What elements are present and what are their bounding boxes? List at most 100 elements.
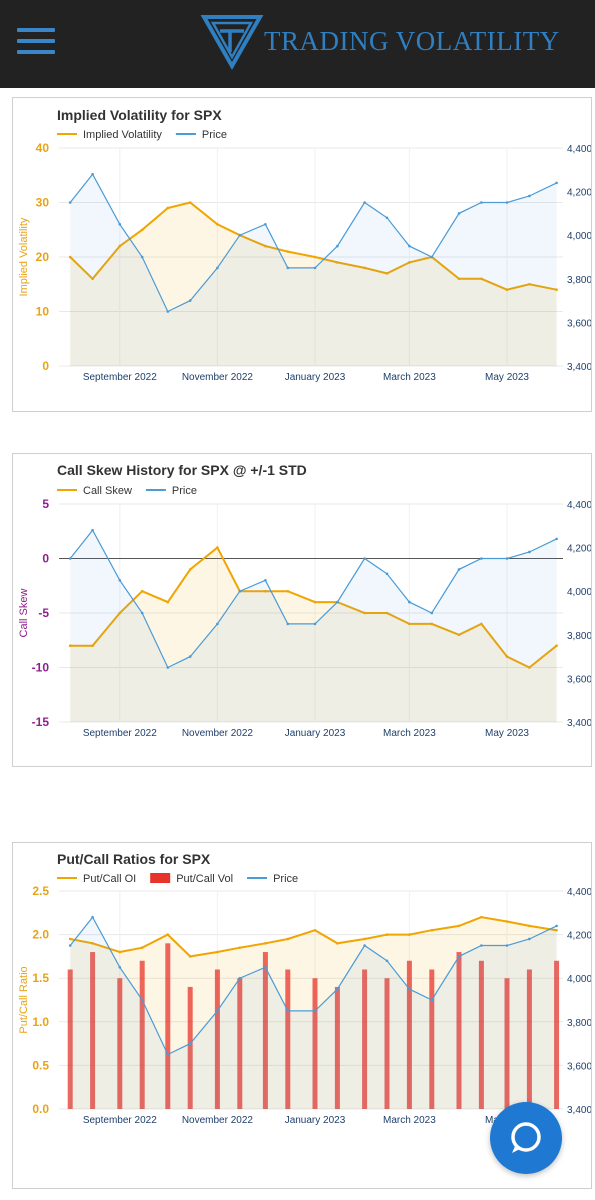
x-tick-label: March 2023 [383, 372, 436, 383]
x-tick-label: January 2023 [285, 728, 346, 739]
bar-put-call-vol [262, 952, 268, 1109]
data-point [457, 955, 461, 958]
hamburger-menu-icon[interactable] [17, 28, 55, 54]
y2-tick-label: 4,200 [567, 188, 591, 199]
bar-put-call-vol [285, 969, 291, 1109]
data-point [91, 644, 94, 647]
data-point [408, 261, 411, 264]
data-point [91, 528, 94, 532]
bar-put-call-vol [214, 969, 220, 1109]
x-tick-label: May 2023 [485, 372, 529, 383]
data-point [480, 915, 483, 919]
x-tick-label: March 2023 [383, 1115, 436, 1126]
data-point [188, 201, 192, 204]
brand-name[interactable]: TRADING VOLATILITY [264, 26, 560, 56]
data-point [140, 998, 144, 1002]
data-point [555, 288, 558, 291]
y-tick-label: 0.0 [32, 1102, 49, 1116]
data-point [286, 589, 290, 593]
y2-tick-label: 3,800 [567, 1018, 591, 1029]
y-tick-label: 0 [42, 359, 49, 373]
chart-title: Call Skew History for SPX @ +/-1 STD [57, 462, 307, 478]
y2-tick-label: 3,600 [567, 1061, 591, 1072]
data-point [216, 950, 219, 954]
data-point [528, 194, 531, 198]
data-point [528, 924, 531, 928]
data-point [188, 655, 192, 658]
data-point [238, 589, 242, 593]
data-point [555, 644, 558, 647]
data-point [188, 1042, 192, 1045]
data-point [408, 987, 411, 991]
data-point [216, 223, 219, 226]
data-point [216, 266, 219, 270]
y2-tick-label: 3,600 [567, 674, 591, 685]
data-point [216, 546, 219, 549]
y-tick-label: 0.5 [32, 1058, 49, 1072]
y-tick-label: 10 [36, 305, 50, 319]
data-point [140, 228, 144, 232]
series-area [70, 530, 557, 722]
data-point [457, 924, 461, 928]
data-point [336, 987, 339, 991]
data-point [118, 966, 122, 969]
bar-put-call-vol [90, 952, 96, 1109]
series-area [70, 547, 557, 722]
y-tick-label: 1.0 [32, 1015, 49, 1029]
data-point [336, 942, 339, 945]
y-axis-label: Put/Call Ratio [18, 966, 30, 1033]
y2-tick-label: 4,400 [567, 144, 591, 155]
data-point [166, 206, 170, 210]
data-point [286, 1009, 290, 1013]
data-point [91, 915, 94, 919]
data-point [336, 600, 339, 604]
legend-item: Call Skew [83, 485, 132, 497]
chat-button[interactable] [490, 1102, 562, 1174]
bar-put-call-vol [237, 978, 243, 1109]
data-point [408, 622, 411, 626]
bar-put-call-vol [384, 978, 390, 1109]
top-navigation-bar: TRADING VOLATILITY [0, 0, 595, 88]
y2-tick-label: 4,000 [567, 587, 591, 598]
data-point [336, 261, 339, 264]
y-tick-label: -15 [32, 715, 50, 729]
x-tick-label: September 2022 [83, 1115, 157, 1126]
series-area [70, 917, 557, 1109]
legend-item: Implied Volatility [83, 129, 162, 141]
bar-put-call-vol [478, 960, 484, 1109]
data-point [480, 622, 483, 626]
x-tick-label: November 2022 [182, 728, 254, 739]
data-point [118, 244, 122, 248]
data-point [480, 944, 483, 947]
data-point [166, 600, 170, 604]
y2-tick-label: 3,400 [567, 362, 591, 373]
data-point [385, 959, 389, 963]
data-point [140, 946, 144, 949]
chart-title: Put/Call Ratios for SPX [57, 851, 211, 867]
data-point [118, 579, 122, 582]
y-tick-label: 0 [42, 552, 49, 566]
data-point [480, 277, 483, 281]
x-tick-label: January 2023 [285, 1115, 346, 1126]
bar-put-call-vol [456, 952, 462, 1109]
y2-tick-label: 4,000 [567, 974, 591, 985]
data-point [313, 600, 317, 604]
data-point [313, 622, 317, 626]
data-point [286, 937, 290, 941]
data-point [430, 622, 434, 626]
y-tick-label: 5 [42, 497, 49, 511]
y-axis-label: Call Skew [18, 588, 30, 637]
data-point [264, 244, 267, 248]
data-point [166, 933, 170, 936]
call-skew-chart: Call Skew History for SPX @ +/-1 STD Call… [18, 462, 591, 739]
tv-shield-logo-icon[interactable] [200, 14, 580, 70]
legend-item: Price [172, 485, 197, 497]
data-point [457, 568, 461, 571]
y2-tick-label: 3,800 [567, 631, 591, 642]
data-point [480, 201, 483, 204]
data-point [430, 928, 434, 932]
data-point [313, 266, 317, 270]
data-point [430, 611, 434, 615]
implied-volatility-panel: Implied Volatility for SPX Implied Volati… [12, 97, 592, 412]
y-tick-label: 30 [36, 196, 50, 210]
